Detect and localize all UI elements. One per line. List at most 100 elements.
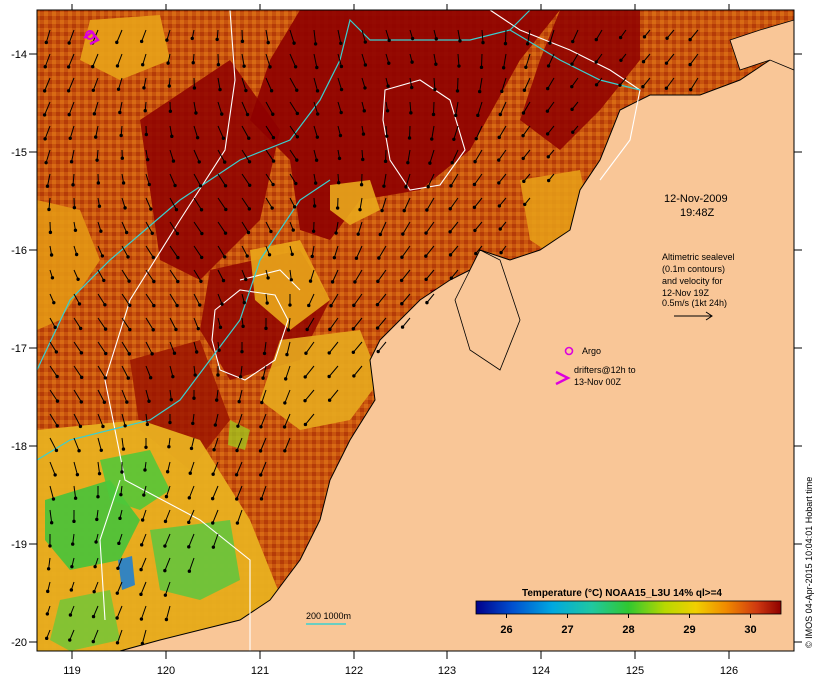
velocity-arrow xyxy=(433,77,436,90)
velocity-arrow xyxy=(121,365,129,379)
velocity-arrow-head xyxy=(641,84,645,89)
velocity-arrow-head xyxy=(259,473,263,477)
velocity-arrow-head xyxy=(100,254,105,258)
velocity-arrow xyxy=(119,101,123,113)
velocity-arrow xyxy=(405,173,411,188)
velocity-arrow-head xyxy=(294,181,298,186)
velocity-arrow xyxy=(73,461,78,475)
velocity-arrow xyxy=(284,437,291,451)
velocity-arrow xyxy=(289,101,298,114)
velocity-arrow xyxy=(193,221,203,234)
velocity-arrow xyxy=(354,269,363,283)
velocity-arrow-head xyxy=(385,109,390,113)
velocity-arrow-head xyxy=(69,588,74,592)
velocity-arrow xyxy=(121,197,126,209)
velocity-arrow-head xyxy=(428,161,432,165)
velocity-arrow-head xyxy=(140,518,145,522)
velocity-arrow-head xyxy=(548,41,552,45)
velocity-arrow xyxy=(353,293,363,306)
velocity-arrow xyxy=(377,269,387,282)
argo-circle-icon xyxy=(564,346,574,356)
velocity-arrow-head xyxy=(448,253,453,257)
land-peninsula xyxy=(454,249,521,371)
time-label: 19:48Z xyxy=(680,207,715,219)
velocity-arrow-head xyxy=(359,183,364,187)
velocity-arrow-head xyxy=(43,137,47,141)
velocity-arrow xyxy=(547,101,555,112)
contour-west-2 xyxy=(99,479,121,621)
velocity-arrow-head xyxy=(79,400,84,404)
velocity-arrow-head xyxy=(173,183,177,188)
velocity-arrow xyxy=(353,365,363,377)
velocity-arrow-head xyxy=(103,303,107,307)
velocity-arrow-head xyxy=(315,65,319,70)
velocity-arrow xyxy=(426,293,435,303)
velocity-arrow-head xyxy=(48,230,53,235)
velocity-arrow xyxy=(141,629,147,644)
velocity-arrow-head xyxy=(223,184,228,188)
velocity-arrow-head xyxy=(125,400,129,404)
velocity-arrow xyxy=(262,365,267,379)
velocity-arrow-head xyxy=(594,60,598,64)
velocity-arrow-head xyxy=(383,159,388,164)
velocity-arrow-head xyxy=(407,136,412,140)
velocity-arrow xyxy=(377,293,387,305)
velocity-arrow-head xyxy=(77,302,82,306)
velocity-arrow-head xyxy=(119,492,123,497)
velocity-arrow-head xyxy=(67,112,71,117)
velocity-arrow-head xyxy=(356,232,360,236)
velocity-arrow-head xyxy=(499,250,503,255)
velocity-arrow xyxy=(68,53,75,68)
velocity-arrow-head xyxy=(473,159,477,164)
velocity-arrow xyxy=(169,317,177,330)
velocity-arrow-head xyxy=(235,497,239,501)
velocity-arrow xyxy=(426,197,435,211)
velocity-arrow-head xyxy=(315,112,320,116)
velocity-arrow xyxy=(48,557,51,569)
velocity-arrow-head xyxy=(314,158,319,162)
isobath-200m xyxy=(36,9,531,371)
velocity-arrow xyxy=(499,101,507,115)
velocity-arrow-head xyxy=(164,617,169,622)
velocity-arrow-head xyxy=(139,39,144,44)
velocity-arrow-head xyxy=(295,135,300,139)
velocity-arrow-head xyxy=(119,133,123,138)
velocity-arrow xyxy=(481,29,484,43)
velocity-arrow-head xyxy=(189,446,194,451)
velocity-arrow xyxy=(49,485,54,500)
velocity-arrow-head xyxy=(271,112,275,116)
colorbar-gradient xyxy=(475,600,782,615)
velocity-arrow-head xyxy=(500,89,504,94)
velocity-arrow xyxy=(121,293,131,306)
velocity-arrow xyxy=(49,365,58,377)
velocity-arrow-head xyxy=(171,374,175,379)
velocity-arrow xyxy=(236,461,243,475)
velocity-arrow xyxy=(121,317,131,330)
velocity-arrow xyxy=(169,125,173,137)
velocity-arrow xyxy=(93,605,99,617)
velocity-arrow-head xyxy=(235,521,240,525)
velocity-arrow-head xyxy=(458,39,462,43)
velocity-arrow xyxy=(97,269,105,281)
velocity-arrow xyxy=(93,581,99,592)
velocity-arrow-head xyxy=(167,84,171,88)
velocity-arrow-head xyxy=(215,37,219,42)
velocity-arrow-head xyxy=(45,612,50,616)
velocity-arrow xyxy=(549,29,555,44)
velocity-arrow-head xyxy=(99,448,103,452)
velocity-arrow-head xyxy=(329,304,333,308)
velocity-arrow xyxy=(449,197,459,210)
velocity-arrow-head xyxy=(641,60,646,64)
velocity-arrow xyxy=(193,269,202,282)
velocity-arrow-head xyxy=(216,62,221,67)
velocity-arrow-head xyxy=(151,328,155,332)
velocity-arrow xyxy=(214,413,219,426)
velocity-arrow-head xyxy=(42,89,47,93)
velocity-arrow-head xyxy=(330,280,335,284)
velocity-arrow-head xyxy=(70,564,74,569)
velocity-arrow xyxy=(73,341,82,354)
velocity-arrow-head xyxy=(200,231,204,236)
velocity-arrow xyxy=(217,173,226,187)
velocity-arrow-head xyxy=(194,350,199,354)
velocity-arrow-head xyxy=(175,303,179,308)
